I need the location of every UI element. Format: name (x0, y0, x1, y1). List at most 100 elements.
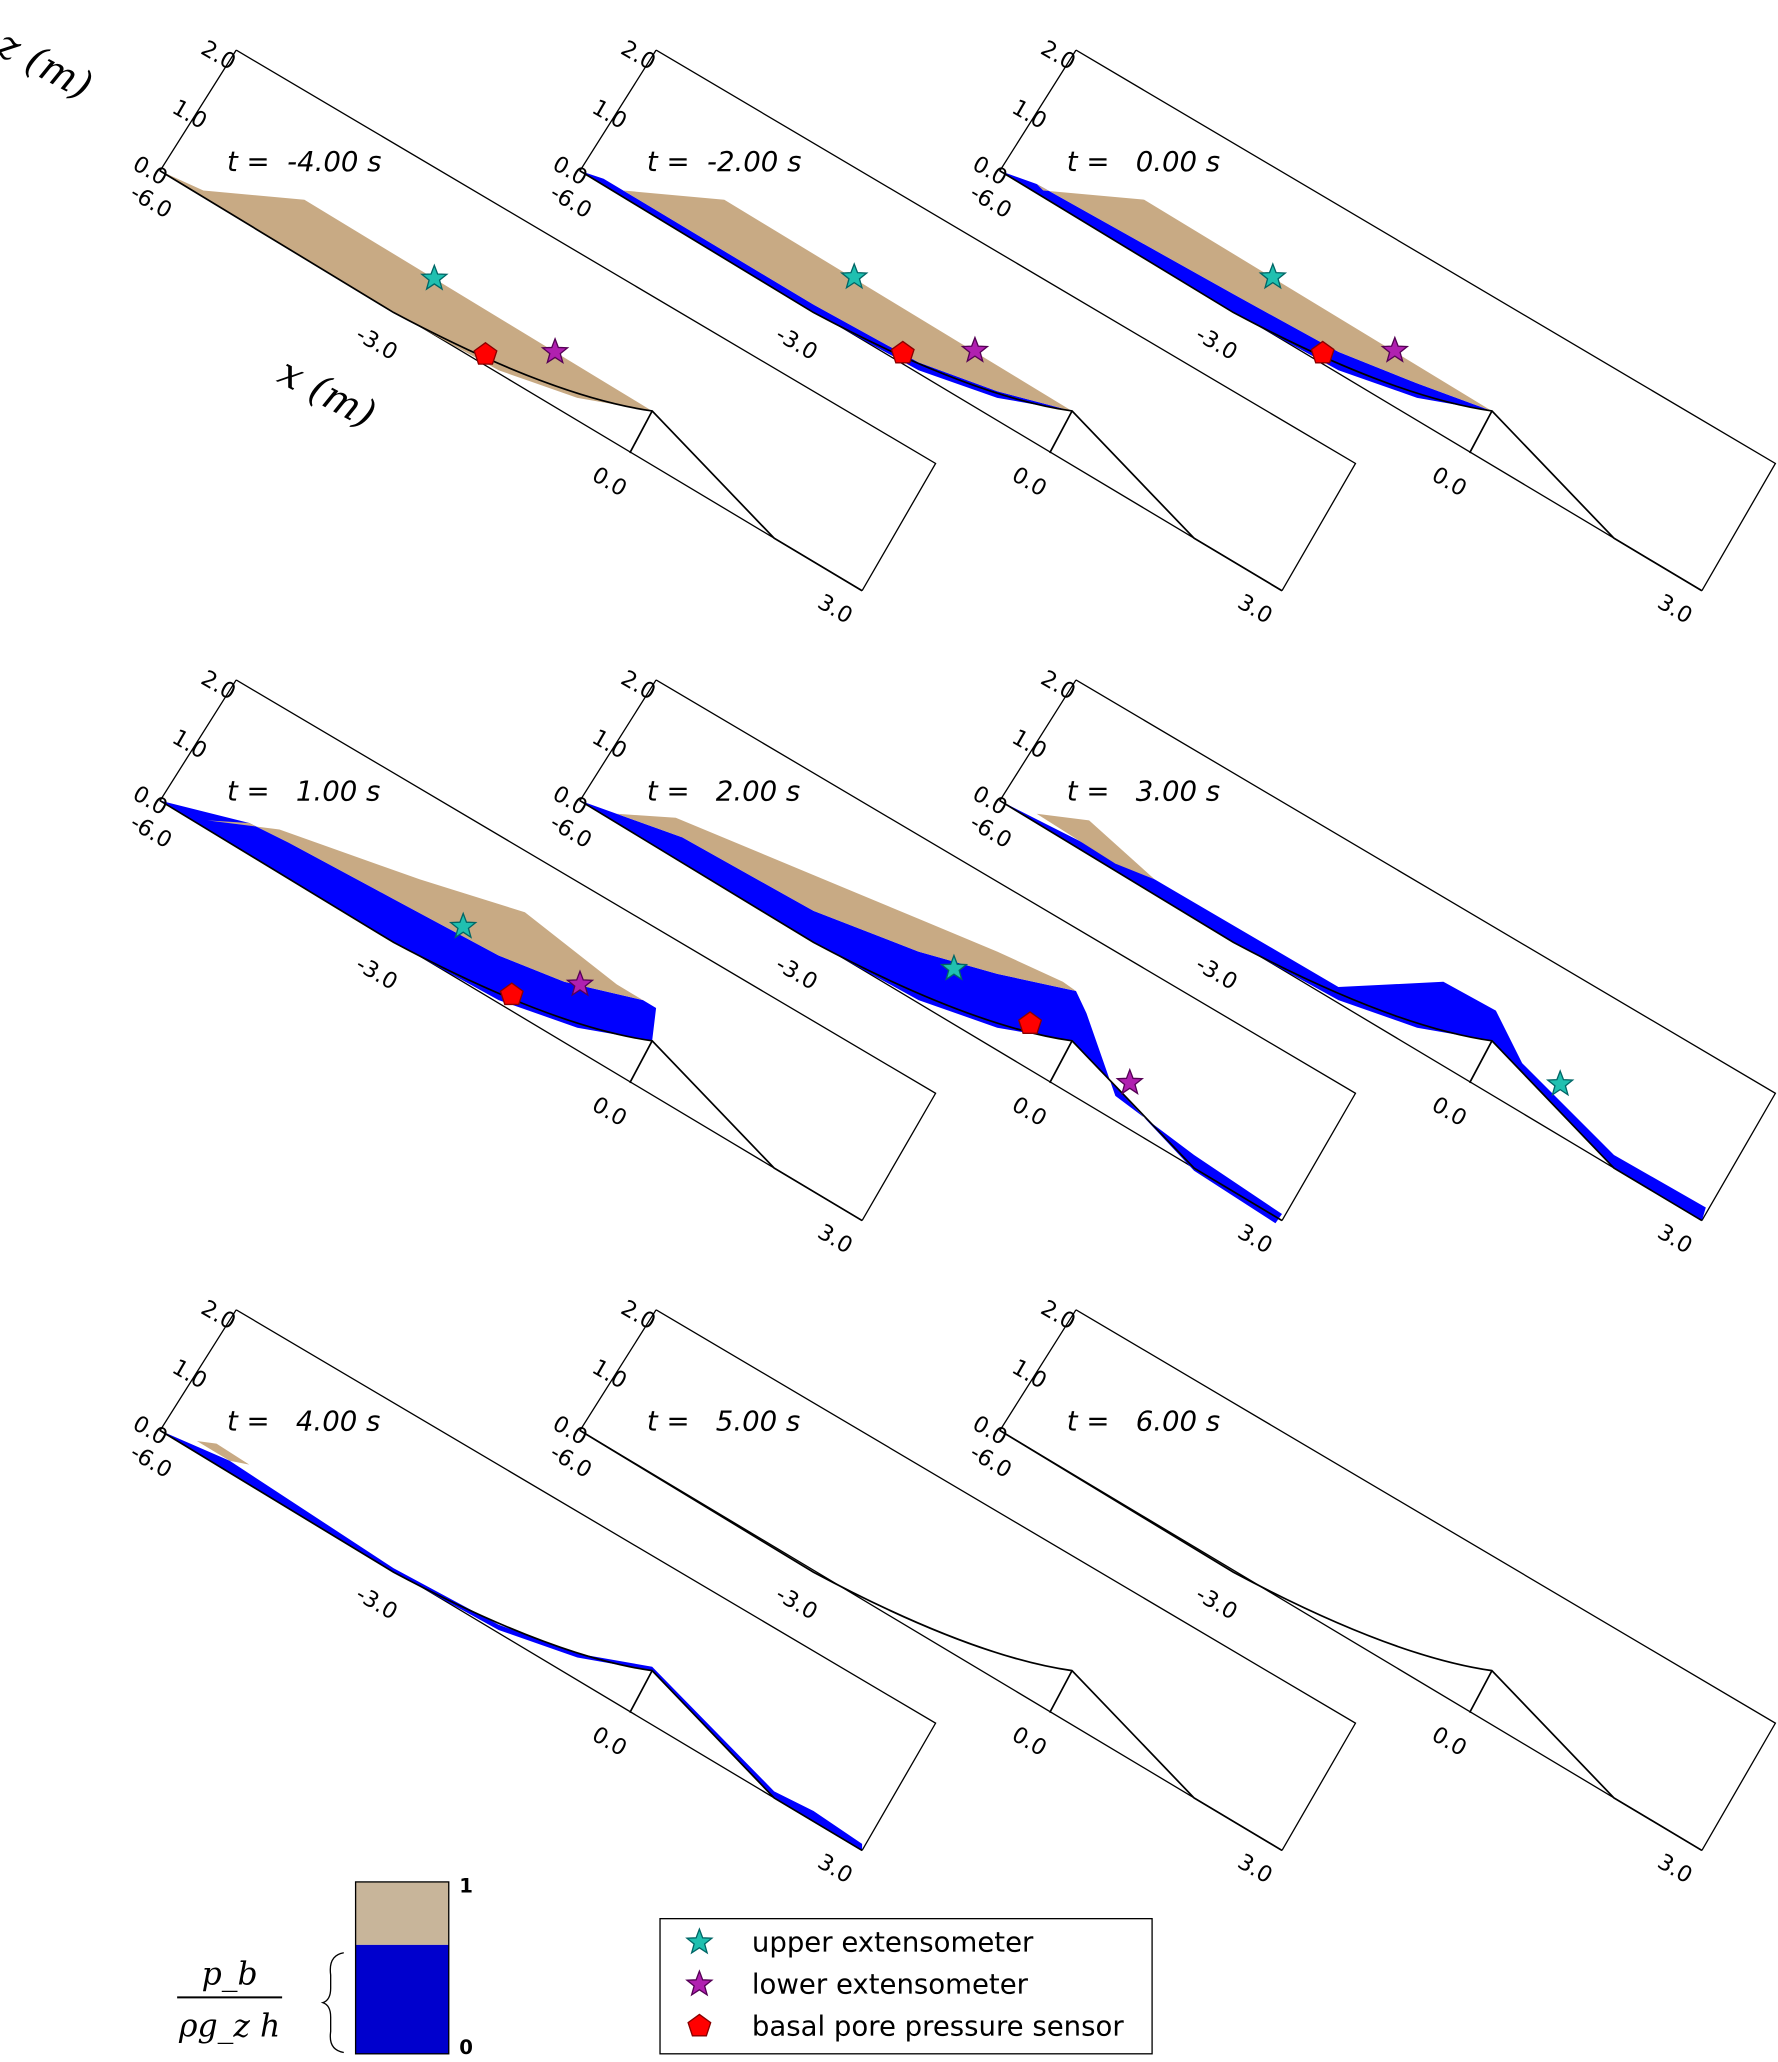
legend-label: lower extensometer (752, 1968, 1029, 2000)
box-top (655, 679, 1357, 1221)
flow-high-pressure (1036, 183, 1492, 411)
colorbar-bottom: 0 (459, 2036, 473, 2058)
panel-title: t = 1.00 s (227, 776, 380, 808)
z-tick-label: 2.0 (1036, 665, 1080, 705)
box-top (1075, 1309, 1777, 1851)
legend: upper extensometer lower extensometer basa… (659, 1918, 1153, 2055)
x-tick-label: -3.0 (351, 951, 402, 995)
x-tick-label: -3.0 (351, 321, 402, 365)
upper-extensometer (939, 953, 969, 981)
x-tick-label: 3.0 (1653, 1849, 1697, 1889)
x-tick-label: -3.0 (1191, 951, 1242, 995)
x-tick-label: 3.0 (813, 1219, 857, 1259)
upper-extensometer (839, 262, 869, 290)
panel: 2.01.00.0-6.0-3.00.03.0t = 6.00 s (965, 1295, 1777, 1889)
flow-high-pressure (616, 813, 1076, 991)
z-tick-label: 2.0 (196, 665, 240, 705)
flow-high-pressure (196, 1441, 250, 1465)
z-tick-label: 2.0 (616, 665, 660, 705)
fraction-numerator: p_b (202, 1956, 258, 1992)
box-left (159, 679, 863, 1222)
panel-title: t = 6.00 s (1067, 1406, 1220, 1438)
panel: 2.01.00.0-6.0-3.00.03.0t = 5.00 s (545, 1295, 1357, 1889)
lower-extensometer (1380, 335, 1410, 363)
pore-pressure-sensor (499, 982, 524, 1006)
x-tick-label: -6.0 (965, 180, 1016, 224)
panel-title: t = 3.00 s (1067, 776, 1220, 808)
box-left (579, 1309, 1283, 1851)
bed (159, 1429, 863, 1852)
z-tick-label: 2.0 (196, 35, 240, 75)
upper-extensometer (420, 263, 449, 291)
upper-extensometer (448, 911, 478, 939)
pore-pressure-sensor (1310, 340, 1335, 364)
x-tick-label: 0.0 (1007, 1722, 1051, 1762)
box-left (998, 1309, 1703, 1851)
flow-low-pressure (579, 170, 1073, 411)
z-tick-label: 2.0 (196, 1295, 240, 1335)
flow-high-pressure (603, 178, 1073, 411)
lower-extensometer (565, 969, 595, 997)
panel: 2.01.00.0-6.0-3.00.03.0t = 2.00 s (545, 665, 1357, 1259)
colorbar-low (355, 1944, 449, 2054)
x-tick-label: 0.0 (587, 1722, 631, 1762)
x-tick-label: -6.0 (126, 180, 177, 224)
bed (579, 799, 1283, 1222)
panel: 2.01.00.0-6.0-3.00.03.0t = 0.00 s (965, 35, 1777, 629)
x-tick-label: 0.0 (1007, 1092, 1051, 1132)
panel-title: t = 5.00 s (647, 1406, 800, 1438)
x-tick-label: -3.0 (351, 1581, 402, 1625)
x-tick-label: 0.0 (1427, 1722, 1471, 1762)
box-top (235, 679, 937, 1221)
bed (999, 1429, 1703, 1852)
box-left (159, 49, 863, 592)
box-top (1075, 49, 1777, 592)
x-tick-label: -3.0 (771, 321, 822, 365)
legend-marker (685, 1927, 714, 1955)
x-tick-label: -6.0 (545, 180, 596, 224)
x-tick-label: 3.0 (1233, 589, 1277, 629)
x-tick-label: -6.0 (965, 810, 1016, 854)
pore-pressure-sensor (473, 341, 498, 365)
x-tick-label: 0.0 (1007, 462, 1051, 502)
x-tick-label: 3.0 (1233, 1219, 1277, 1259)
x-tick-label: -6.0 (545, 1439, 596, 1483)
legend-marker (685, 1969, 714, 1997)
x-tick-label: -6.0 (965, 1439, 1016, 1483)
x-tick-label: 3.0 (1653, 589, 1697, 629)
colorbar-high (355, 1881, 449, 1945)
panels: 2.01.00.0-6.0-3.00.03.0t = -4.00 s2.01.0… (0, 20, 1777, 1889)
flow-low-pressure (160, 1430, 863, 1851)
box-top (655, 1309, 1357, 1851)
flow-low-pressure (999, 170, 1492, 411)
panel: 2.01.00.0-6.0-3.00.03.0t = -4.00 s (126, 35, 937, 629)
upper-extensometer (1258, 262, 1288, 290)
pore-pressure-sensor (1018, 1011, 1043, 1034)
z-axis-label: z (m) (0, 20, 100, 109)
x-tick-label: 0.0 (587, 462, 631, 502)
panel-title: t = -4.00 s (227, 146, 382, 178)
panel: 2.01.00.0-6.0-3.00.03.0t = 1.00 s (126, 665, 937, 1259)
z-tick-label: 2.0 (1036, 1295, 1080, 1335)
panel-title: t = 4.00 s (227, 1406, 380, 1438)
bed (999, 170, 1703, 592)
z-tick-label: 2.0 (616, 1295, 660, 1335)
x-tick-label: 0.0 (1427, 1092, 1471, 1132)
bed (579, 1429, 1283, 1852)
box-left (998, 49, 1703, 592)
bed (159, 170, 863, 592)
legend-marker (687, 2013, 712, 2037)
panel: 2.01.00.0-6.0-3.00.03.0t = -2.00 s (545, 35, 1357, 629)
box-top (235, 49, 937, 592)
colorbar-top: 1 (459, 1874, 473, 1897)
x-tick-label: 3.0 (813, 589, 857, 629)
panel-title: t = -2.00 s (647, 146, 802, 178)
colorbar-frame (354, 1881, 450, 2055)
x-tick-label: 0.0 (1427, 462, 1471, 502)
lower-extensometer (960, 335, 990, 363)
x-tick-label: -6.0 (126, 1439, 177, 1483)
panel-title: t = 2.00 s (647, 776, 800, 808)
x-tick-label: -3.0 (1191, 1581, 1242, 1625)
flow-high-pressure (1036, 813, 1155, 880)
